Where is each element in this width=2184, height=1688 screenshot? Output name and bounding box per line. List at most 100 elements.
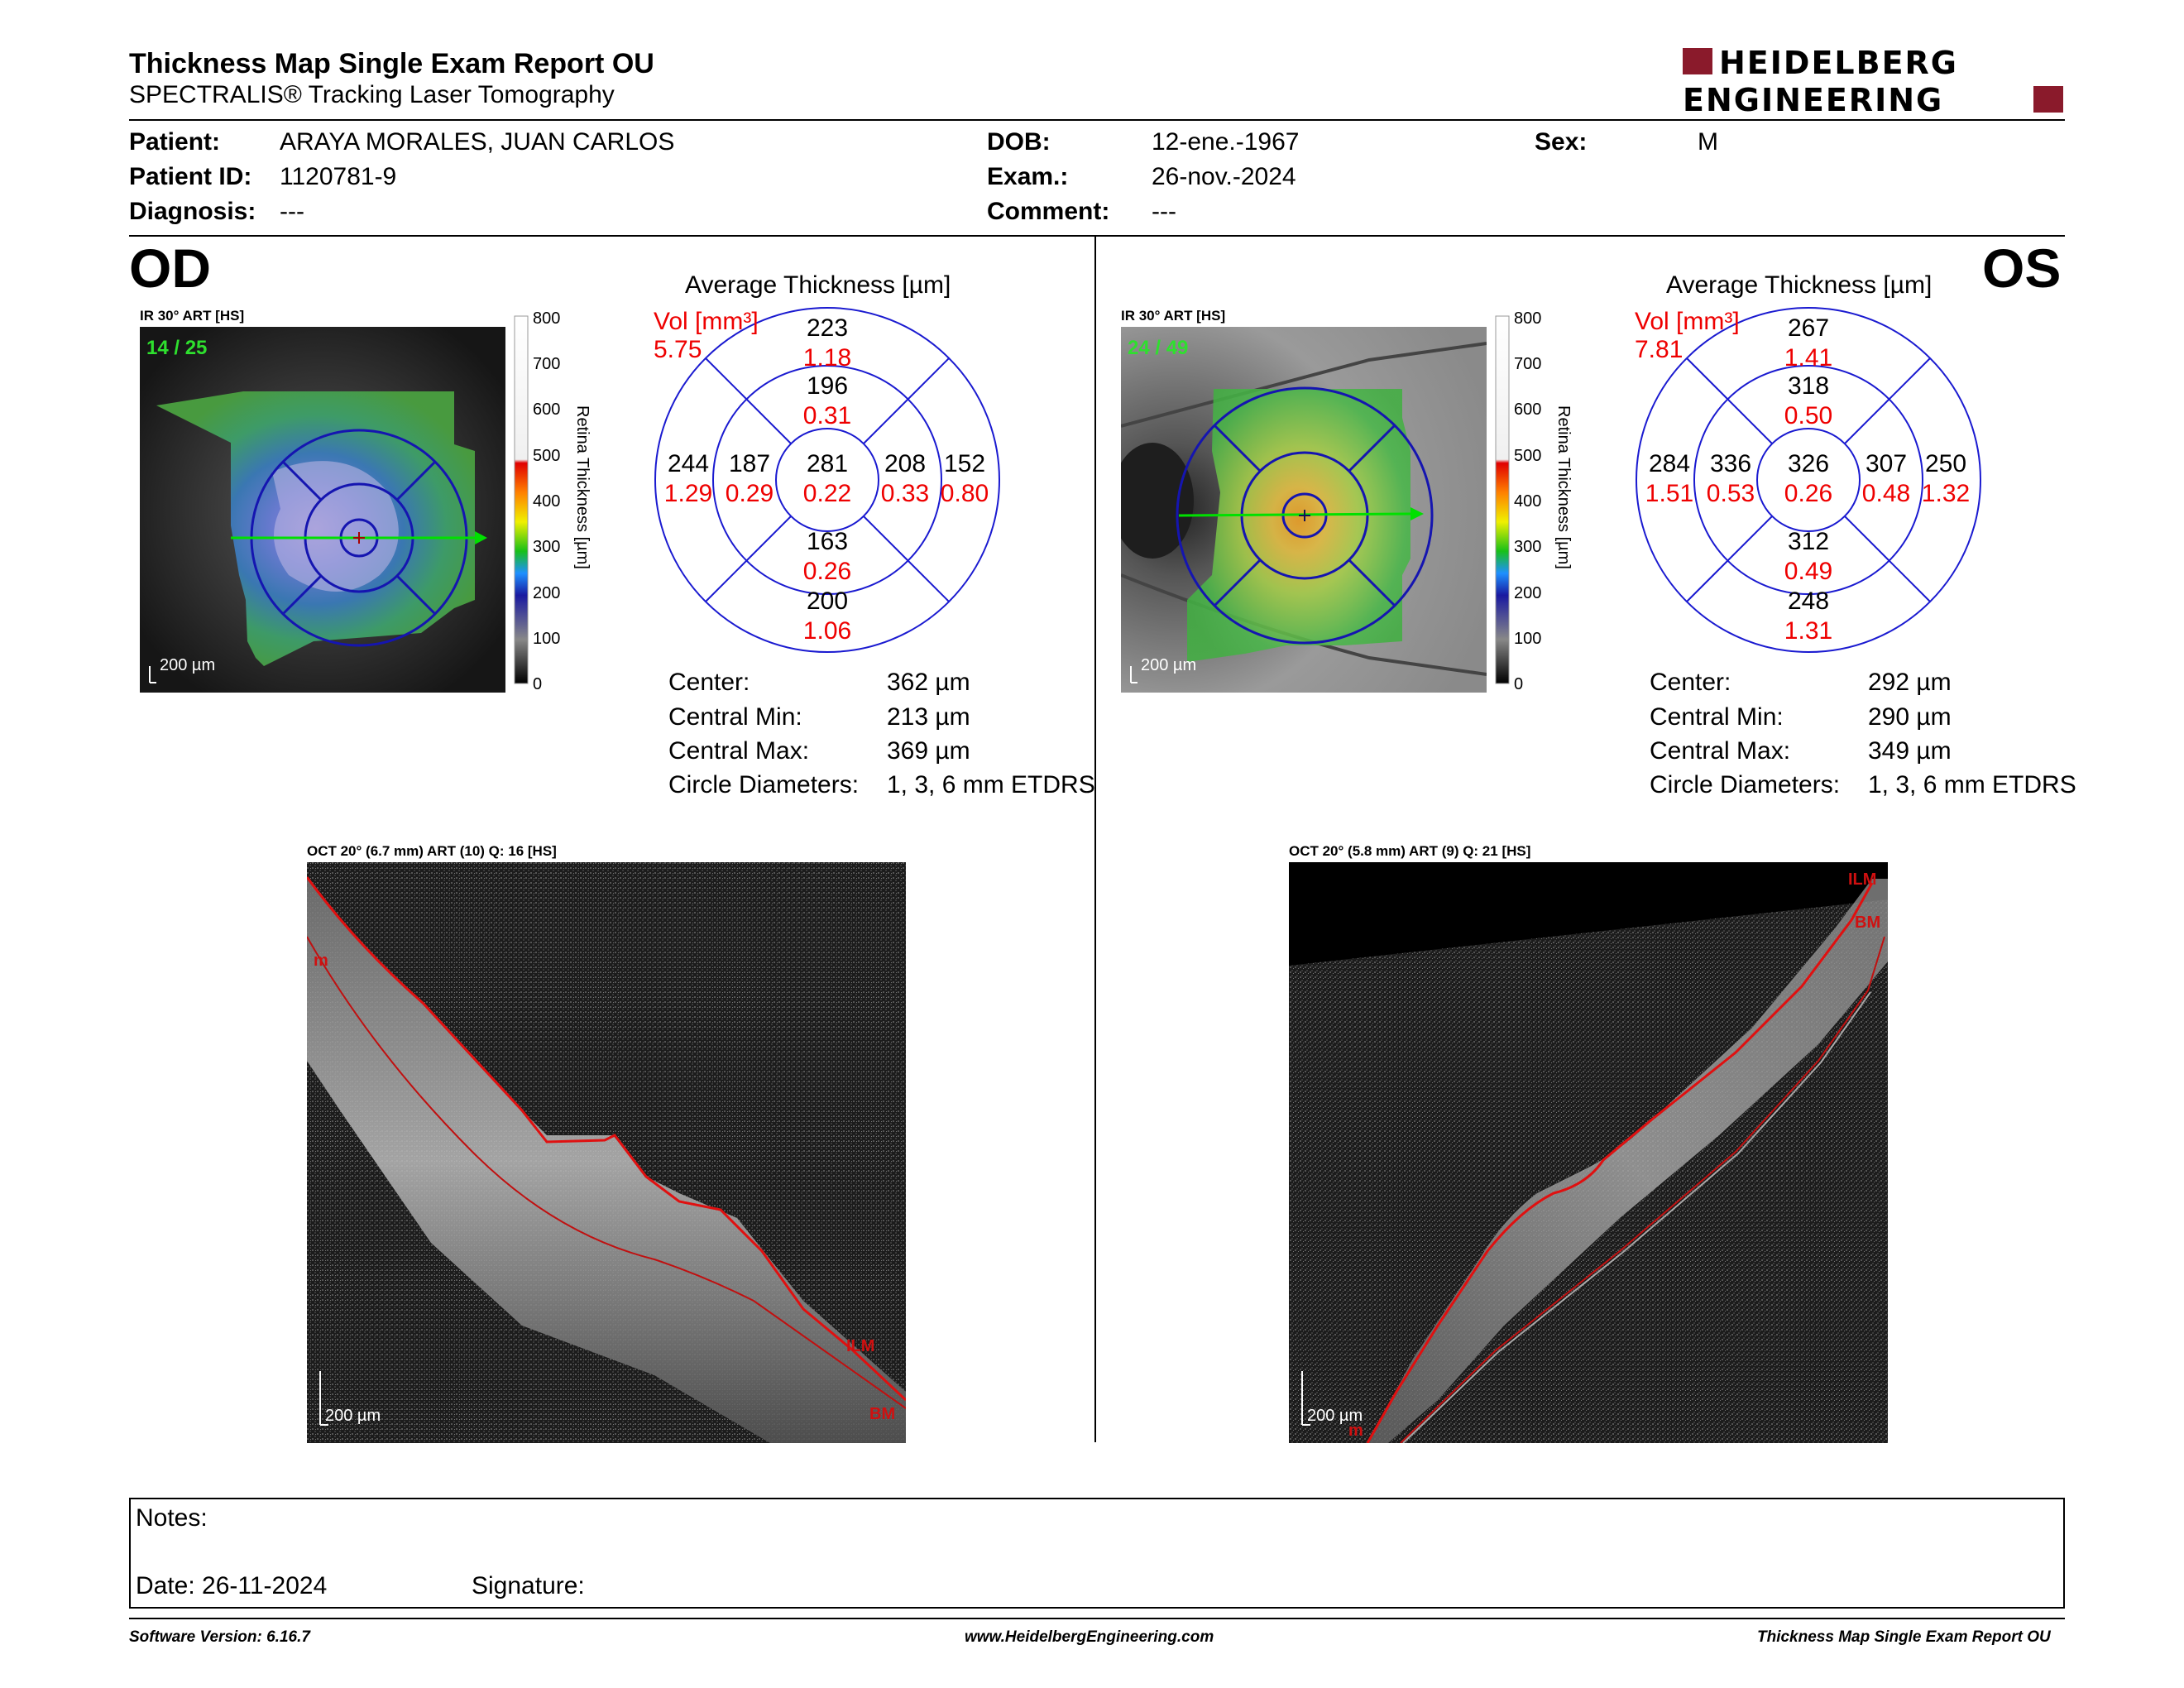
od-vol-label: Vol [mm³]: [654, 308, 759, 335]
od-max-label: Central Max:: [668, 737, 810, 765]
sex-value: M: [1698, 128, 1718, 156]
footer-report-name: Thickness Map Single Exam Report OU: [1757, 1628, 2051, 1646]
od-avg-title: Average Thickness [µm]: [685, 271, 951, 299]
patient-id: 1120781-9: [280, 163, 397, 190]
od-outer-left-volume: 1.29: [663, 480, 713, 507]
os-outer-sup-volume: 1.41: [1784, 344, 1833, 372]
os-diam-label: Circle Diameters:: [1650, 771, 1841, 798]
od-outer-left-thickness: 244: [667, 450, 710, 477]
signature-label: Signature:: [472, 1572, 585, 1599]
od-inner-inf-thickness: 163: [806, 528, 849, 555]
od-outer-sup-thickness: 223: [806, 314, 849, 342]
os-outer-sup-thickness: 267: [1787, 314, 1830, 342]
os-oct-label: OCT 20° (5.8 mm) ART (9) Q: 21 [HS]: [1289, 843, 1531, 859]
website-link[interactable]: www.HeidelbergEngineering.com: [965, 1628, 1214, 1646]
od-outer-inf-volume: 1.06: [802, 617, 852, 645]
os-diam-value: 1, 3, 6 mm ETDRS: [1868, 771, 2076, 798]
os-center-value: 292 µm: [1868, 669, 1952, 696]
od-colorbar-label: Retina Thickness [µm]: [573, 405, 592, 569]
os-oct-bscan: 200 µm ILM BM m: [1289, 862, 1888, 1443]
os-avg-title: Average Thickness [µm]: [1666, 271, 1933, 299]
od-min-value: 213 µm: [887, 703, 970, 731]
od-center-volume: 0.22: [802, 480, 852, 507]
os-oct-scale: 200 µm: [1307, 1407, 1363, 1425]
os-colorbar-label: Retina Thickness [µm]: [1554, 405, 1573, 569]
od-inner-inf-volume: 0.26: [802, 558, 852, 585]
od-oct-label: OCT 20° (6.7 mm) ART (10) Q: 16 [HS]: [307, 843, 557, 859]
od-min-label: Central Min:: [668, 703, 802, 731]
od-inner-left-volume: 0.29: [725, 480, 774, 507]
od-outer-right-thickness: 152: [943, 450, 986, 477]
os-center-volume: 0.26: [1784, 480, 1833, 507]
os-outer-left-thickness: 284: [1648, 450, 1691, 477]
od-ilm-label: ILM: [846, 1337, 875, 1355]
os-inner-sup-thickness: 318: [1787, 372, 1830, 400]
os-vol-total: 7.81: [1635, 336, 1684, 363]
os-inner-right-volume: 0.48: [1861, 480, 1911, 507]
od-m-label: m: [314, 952, 328, 970]
od-inner-sup-volume: 0.31: [802, 402, 852, 429]
report-title: Thickness Map Single Exam Report OU: [129, 48, 654, 79]
svg-text:HEIDELBERG: HEIDELBERG: [1719, 46, 1958, 81]
od-oct-scale: 200 µm: [325, 1407, 381, 1425]
os-center-label: Center:: [1650, 669, 1731, 696]
od-center-thickness: 281: [806, 450, 849, 477]
os-inner-inf-thickness: 312: [1787, 528, 1830, 555]
notes-box[interactable]: Notes: Date: 26-11-2024 Signature:: [129, 1498, 2065, 1609]
patient-label: Patient:: [129, 128, 221, 156]
dob-value: 12-ene.-1967: [1152, 128, 1300, 156]
comment-value: ---: [1152, 198, 1176, 225]
od-etdrs-grid: 223 1.18 196 0.31 281 0.22 163 0.26 200 …: [654, 306, 1001, 654]
os-etdrs-grid: 267 1.41 318 0.50 326 0.26 312 0.49 248 …: [1635, 306, 1982, 654]
os-inner-left-thickness: 336: [1709, 450, 1752, 477]
software-version: Software Version: 6.16.7: [129, 1628, 310, 1646]
od-inner-right-volume: 0.33: [880, 480, 930, 507]
exam-label: Exam.:: [987, 163, 1069, 190]
os-outer-right-thickness: 250: [1924, 450, 1967, 477]
od-diam-value: 1, 3, 6 mm ETDRS: [887, 771, 1095, 798]
os-inner-left-volume: 0.53: [1706, 480, 1755, 507]
os-center-thickness: 326: [1787, 450, 1830, 477]
od-diam-label: Circle Diameters:: [668, 771, 860, 798]
os-ir-label: IR 30° ART [HS]: [1121, 308, 1226, 324]
od-outer-inf-thickness: 200: [806, 587, 849, 615]
os-inner-sup-volume: 0.50: [1784, 402, 1833, 429]
od-inner-right-thickness: 208: [884, 450, 927, 477]
od-max-value: 369 µm: [887, 737, 970, 765]
od-inner-left-thickness: 187: [728, 450, 771, 477]
os-scale-bar: 200 µm: [1141, 656, 1197, 674]
os-ir-thickness-map: 24 / 49 200 µm: [1121, 327, 1487, 693]
os-max-value: 349 µm: [1868, 737, 1952, 765]
od-ir-thickness-map: 14 / 25 200 µm: [140, 327, 505, 693]
od-inner-sup-thickness: 196: [806, 372, 849, 400]
dob-label: DOB:: [987, 128, 1051, 156]
od-oct-bscan: 200 µm ILM BM m: [307, 862, 906, 1443]
os-min-label: Central Min:: [1650, 703, 1784, 731]
sex-label: Sex:: [1535, 128, 1588, 156]
os-eye-label: OS: [1982, 237, 2062, 299]
os-outer-right-volume: 1.32: [1921, 480, 1971, 507]
os-max-label: Central Max:: [1650, 737, 1791, 765]
diagnosis-label: Diagnosis:: [129, 198, 256, 225]
od-ir-label: IR 30° ART [HS]: [140, 308, 245, 324]
od-scale-bar: 200 µm: [160, 656, 216, 674]
patient-name: ARAYA MORALES, JUAN CARLOS: [280, 128, 675, 156]
od-eye-label: OD: [129, 237, 211, 299]
os-outer-inf-volume: 1.31: [1784, 617, 1833, 645]
od-center-value: 362 µm: [887, 669, 970, 696]
od-center-label: Center:: [668, 669, 750, 696]
os-bm-label: BM: [1855, 914, 1881, 932]
od-vol-total: 5.75: [654, 336, 702, 363]
notes-label: Notes:: [136, 1504, 208, 1532]
od-bm-label: BM: [869, 1405, 896, 1423]
diagnosis-value: ---: [280, 198, 304, 225]
os-inner-right-thickness: 307: [1865, 450, 1908, 477]
report-subtitle: SPECTRALIS® Tracking Laser Tomography: [129, 81, 615, 108]
od-outer-sup-volume: 1.18: [802, 344, 852, 372]
heidelberg-logo: HEIDELBERG ENGINEERING: [1683, 45, 2063, 118]
os-vol-label: Vol [mm³]: [1635, 308, 1740, 335]
date-label: Date: 26-11-2024: [136, 1572, 328, 1599]
patient-id-label: Patient ID:: [129, 163, 252, 190]
os-frame-counter: 24 / 49: [1128, 337, 1189, 359]
comment-label: Comment:: [987, 198, 1110, 225]
